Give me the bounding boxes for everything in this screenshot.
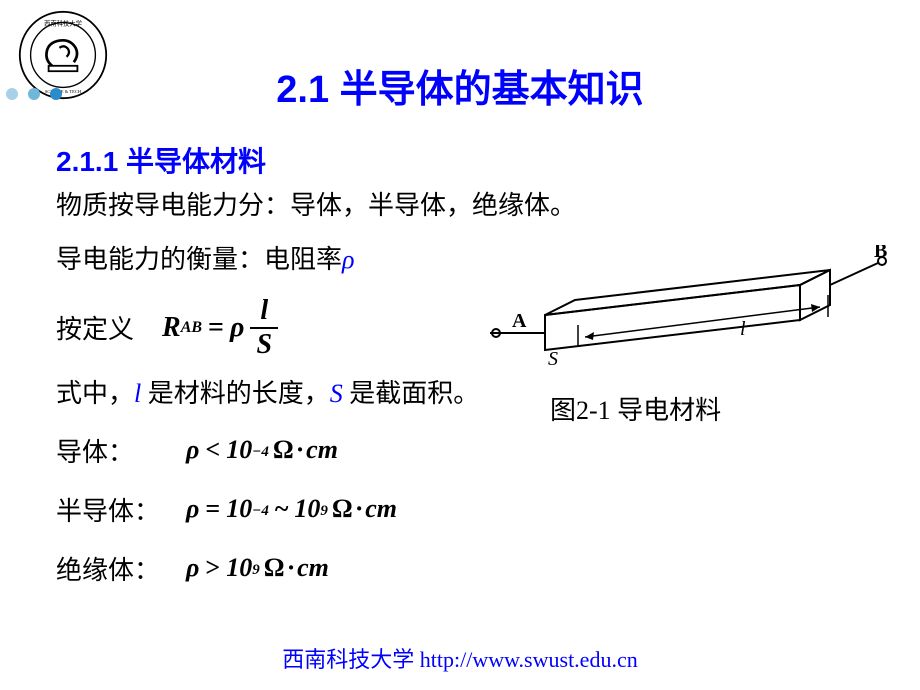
- s-eq: =: [205, 494, 220, 524]
- formula-numerator: l: [254, 297, 274, 327]
- material-diagram: A B S l: [490, 245, 890, 375]
- c-rho: ρ: [186, 435, 199, 465]
- i-exp: 9: [252, 562, 260, 579]
- c-exp: −4: [252, 444, 269, 461]
- explain-mid: 是材料的长度，: [141, 379, 330, 408]
- formula-fraction: l S: [250, 297, 278, 359]
- s-e1: −4: [252, 503, 269, 520]
- footer-text: 西南科技大学 http://www.swust.edu.cn: [0, 642, 920, 674]
- s-dot: ·: [356, 494, 363, 523]
- i-dot: ·: [288, 553, 295, 582]
- explain-S: S: [330, 379, 343, 408]
- i-base: 10: [226, 553, 252, 583]
- formula-sub: AB: [181, 319, 202, 337]
- c-op: <: [205, 435, 220, 465]
- s-cm: cm: [365, 494, 397, 523]
- s-omega: Ω: [332, 494, 353, 523]
- explanation-line: 式中，l 是材料的长度，S 是截面积。: [56, 373, 536, 410]
- formula-denominator: S: [250, 327, 278, 359]
- i-cm: cm: [297, 553, 329, 582]
- conductor-label: 导体：: [56, 432, 186, 469]
- s-b1: 10: [226, 494, 252, 524]
- i-op: >: [205, 553, 220, 583]
- conductor-row: 导体： ρ < 10−4 Ω·cm: [56, 432, 876, 469]
- line2-prefix: 导电能力的衡量：电阻率: [56, 245, 342, 274]
- s-b2: 10: [294, 494, 320, 524]
- diagram-label-l: l: [740, 318, 746, 340]
- semiconductor-row: 半导体： ρ = 10−4 ~ 109 Ω·cm: [56, 491, 876, 528]
- formula-rho: ρ: [230, 312, 244, 344]
- diagram-label-B: B: [874, 245, 887, 262]
- definition-label: 按定义: [56, 309, 134, 346]
- semiconductor-label: 半导体：: [56, 491, 186, 528]
- figure-caption: 图2-1 导电材料: [550, 390, 721, 427]
- text-line-1: 物质按导电能力分：导体，半导体，绝缘体。: [56, 188, 876, 224]
- formula-R: R: [162, 312, 181, 344]
- resistance-formula: RAB = ρ l S: [162, 297, 278, 359]
- s-rho: ρ: [186, 494, 199, 524]
- svg-text:西南科技大学: 西南科技大学: [44, 18, 82, 27]
- insulator-formula: ρ > 109 Ω·cm: [186, 553, 329, 583]
- explain-pre: 式中，: [56, 379, 134, 408]
- semiconductor-formula: ρ = 10−4 ~ 109 Ω·cm: [186, 494, 397, 524]
- diagram-label-S: S: [548, 348, 558, 370]
- conductor-formula: ρ < 10−4 Ω·cm: [186, 435, 338, 465]
- c-dot: ·: [297, 435, 304, 464]
- i-omega: Ω: [264, 553, 285, 582]
- s-tilde: ~: [275, 494, 289, 524]
- c-base: 10: [226, 435, 252, 465]
- explain-post: 是截面积。: [343, 379, 480, 408]
- c-omega: Ω: [273, 435, 294, 464]
- rho-symbol: ρ: [342, 245, 354, 274]
- formula-eq: =: [208, 312, 224, 344]
- i-rho: ρ: [186, 553, 199, 583]
- section-heading: 2.1.1 半导体材料: [56, 140, 876, 180]
- insulator-row: 绝缘体： ρ > 109 Ω·cm: [56, 550, 876, 587]
- c-cm: cm: [306, 435, 338, 464]
- diagram-label-A: A: [512, 310, 527, 332]
- s-e2: 9: [320, 503, 328, 520]
- insulator-label: 绝缘体：: [56, 550, 186, 587]
- page-title: 2.1 半导体的基本知识: [0, 58, 920, 113]
